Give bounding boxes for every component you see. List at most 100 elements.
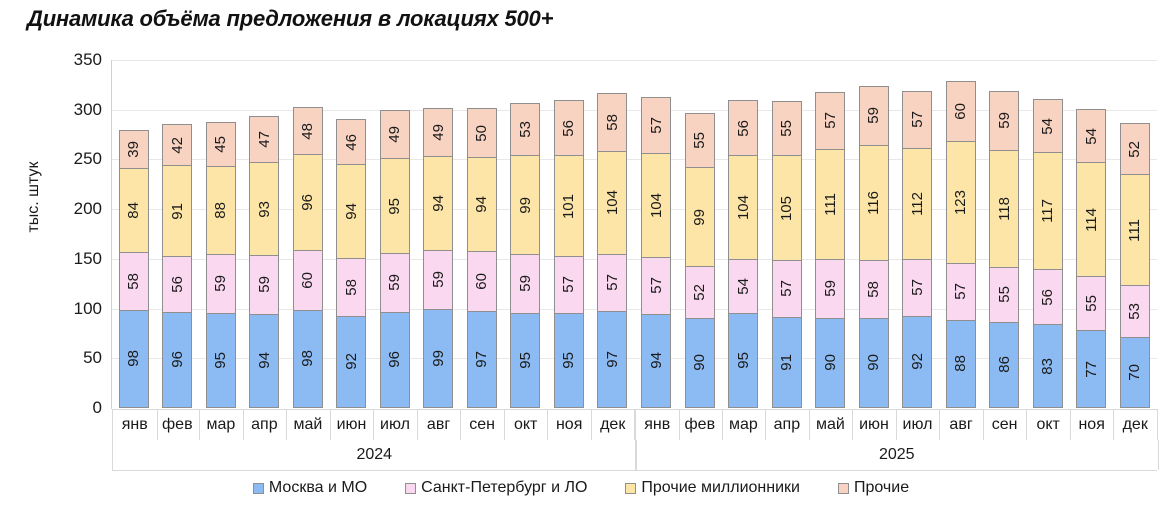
bar-segment[interactable]: 54 xyxy=(728,258,759,314)
bar-segment[interactable]: 59 xyxy=(423,249,454,310)
bar-segment[interactable]: 104 xyxy=(728,155,759,260)
bar-segment[interactable]: 96 xyxy=(379,311,410,408)
bar-segment[interactable]: 49 xyxy=(379,109,410,160)
bar-segment[interactable]: 90 xyxy=(858,317,889,408)
bar-segment[interactable]: 92 xyxy=(336,315,367,408)
bar-segment[interactable]: 57 xyxy=(553,255,584,314)
bar-segment[interactable]: 95 xyxy=(510,312,541,408)
bar-segment[interactable]: 46 xyxy=(336,118,367,166)
bar-segment[interactable]: 60 xyxy=(466,250,497,312)
stacked-bar[interactable]: 97 57 104 58 xyxy=(597,92,628,408)
bar-segment[interactable]: 92 xyxy=(902,315,933,408)
legend-item[interactable]: Прочие xyxy=(837,479,909,497)
bar-segment[interactable]: 57 xyxy=(597,253,628,312)
bar-segment[interactable]: 88 xyxy=(945,319,976,408)
bar-segment[interactable]: 55 xyxy=(989,266,1020,323)
bar-segment[interactable]: 86 xyxy=(989,321,1020,408)
bar-segment[interactable]: 57 xyxy=(902,258,933,317)
bar-segment[interactable]: 54 xyxy=(1076,108,1107,164)
stacked-bar[interactable]: 92 58 94 46 xyxy=(336,118,367,408)
bar-segment[interactable]: 50 xyxy=(466,107,497,159)
stacked-bar[interactable]: 86 55 118 59 xyxy=(989,90,1020,408)
bar-segment[interactable]: 57 xyxy=(945,262,976,321)
bar-segment[interactable]: 57 xyxy=(641,96,671,155)
bar-segment[interactable]: 96 xyxy=(162,311,193,408)
bar-segment[interactable]: 56 xyxy=(728,99,759,157)
bar-segment[interactable]: 58 xyxy=(858,259,889,319)
bar-segment[interactable]: 70 xyxy=(1119,337,1150,408)
bar-segment[interactable]: 94 xyxy=(423,156,454,251)
bar-segment[interactable]: 95 xyxy=(728,312,759,408)
bar-segment[interactable]: 57 xyxy=(902,90,933,149)
stacked-bar[interactable]: 90 59 111 57 xyxy=(815,91,846,408)
bar-segment[interactable]: 54 xyxy=(1032,98,1063,154)
bar-segment[interactable]: 96 xyxy=(292,154,323,251)
bar-segment[interactable]: 90 xyxy=(684,317,715,408)
bar-segment[interactable]: 57 xyxy=(815,91,846,150)
stacked-bar[interactable]: 88 57 123 60 xyxy=(945,80,976,408)
bar-segment[interactable]: 94 xyxy=(249,313,280,408)
stacked-bar[interactable]: 70 53 111 52 xyxy=(1119,122,1150,408)
bar-segment[interactable]: 95 xyxy=(379,158,410,254)
bar-segment[interactable]: 94 xyxy=(336,164,367,259)
bar-segment[interactable]: 101 xyxy=(553,155,584,257)
bar-segment[interactable]: 94 xyxy=(641,313,671,408)
stacked-bar[interactable]: 94 57 104 57 xyxy=(641,96,671,408)
bar-segment[interactable]: 55 xyxy=(684,112,715,169)
legend-item[interactable]: Санкт-Петербург и ЛО xyxy=(405,479,587,497)
stacked-bar[interactable]: 98 58 84 39 xyxy=(118,129,149,408)
bar-segment[interactable]: 98 xyxy=(292,309,323,408)
bar-segment[interactable]: 56 xyxy=(1032,268,1063,326)
bar-segment[interactable]: 57 xyxy=(641,256,671,315)
stacked-bar[interactable]: 77 55 114 54 xyxy=(1076,108,1107,408)
legend-item[interactable]: Москва и МО xyxy=(252,479,367,497)
bar-segment[interactable]: 59 xyxy=(815,258,846,319)
bar-segment[interactable]: 52 xyxy=(1119,122,1150,176)
stacked-bar[interactable]: 96 59 95 49 xyxy=(379,109,410,408)
stacked-bar[interactable]: 95 57 101 56 xyxy=(553,99,584,408)
stacked-bar[interactable]: 95 59 99 53 xyxy=(510,102,541,408)
bar-segment[interactable]: 58 xyxy=(118,251,149,311)
bar-segment[interactable]: 104 xyxy=(597,150,628,255)
bar-segment[interactable]: 91 xyxy=(771,316,802,408)
bar-segment[interactable]: 58 xyxy=(336,257,367,317)
bar-segment[interactable]: 88 xyxy=(205,166,236,255)
bar-segment[interactable]: 48 xyxy=(292,106,323,156)
bar-segment[interactable]: 42 xyxy=(162,123,193,167)
stacked-bar[interactable]: 94 59 93 47 xyxy=(249,115,280,408)
stacked-bar[interactable]: 91 57 105 55 xyxy=(771,100,802,408)
bar-segment[interactable]: 99 xyxy=(510,155,541,255)
bar-segment[interactable]: 52 xyxy=(684,265,715,319)
bar-segment[interactable]: 59 xyxy=(379,252,410,313)
bar-segment[interactable]: 98 xyxy=(118,309,149,408)
bar-segment[interactable]: 56 xyxy=(553,99,584,157)
bar-segment[interactable]: 57 xyxy=(771,259,802,318)
bar-segment[interactable]: 94 xyxy=(466,157,497,252)
bar-segment[interactable]: 95 xyxy=(205,312,236,408)
bar-segment[interactable]: 60 xyxy=(292,249,323,311)
bar-segment[interactable]: 84 xyxy=(118,168,149,253)
bar-segment[interactable]: 53 xyxy=(510,102,541,157)
bar-segment[interactable]: 90 xyxy=(815,317,846,408)
bar-segment[interactable]: 93 xyxy=(249,162,280,256)
bar-segment[interactable]: 104 xyxy=(641,153,671,258)
bar-segment[interactable]: 59 xyxy=(249,254,280,315)
bar-segment[interactable]: 99 xyxy=(684,167,715,267)
stacked-bar[interactable]: 96 56 91 42 xyxy=(162,123,193,408)
bar-segment[interactable]: 111 xyxy=(815,148,846,260)
stacked-bar[interactable]: 90 58 116 59 xyxy=(858,85,889,408)
bar-segment[interactable]: 60 xyxy=(945,80,976,142)
bar-segment[interactable]: 95 xyxy=(553,312,584,408)
bar-segment[interactable]: 58 xyxy=(597,92,628,152)
stacked-bar[interactable]: 83 56 117 54 xyxy=(1032,98,1063,408)
stacked-bar[interactable]: 92 57 112 57 xyxy=(902,90,933,408)
bar-segment[interactable]: 53 xyxy=(1119,284,1150,339)
bar-segment[interactable]: 59 xyxy=(510,253,541,314)
bar-segment[interactable]: 116 xyxy=(858,144,889,261)
bar-segment[interactable]: 77 xyxy=(1076,330,1107,408)
bar-segment[interactable]: 59 xyxy=(989,90,1020,151)
bar-segment[interactable]: 105 xyxy=(771,155,802,261)
bar-segment[interactable]: 123 xyxy=(945,140,976,264)
bar-segment[interactable]: 111 xyxy=(1119,174,1150,286)
bar-segment[interactable]: 112 xyxy=(902,147,933,260)
